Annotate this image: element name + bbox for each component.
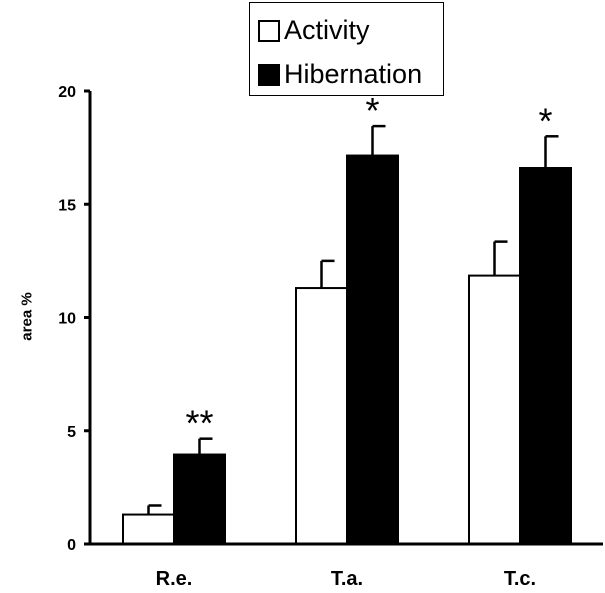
significance-marker-1: * (365, 90, 379, 131)
x-tick-label: T.a. (331, 568, 363, 590)
x-tick-label: R.e. (156, 568, 193, 590)
y-tick-label: 5 (67, 424, 76, 441)
legend-label-activity: Activity (284, 15, 370, 45)
y-axis-label: area % (18, 292, 36, 341)
y-tick-label: 20 (58, 84, 76, 101)
legend-swatch-hibernation (258, 63, 280, 86)
legend-label-hibernation: Hibernation (284, 59, 423, 89)
bar-activity-1 (295, 287, 348, 545)
y-tick-label: 0 (67, 537, 76, 554)
legend-swatch-activity (258, 19, 280, 42)
significance-marker-0: ** (185, 403, 213, 444)
bar-activity-2 (468, 274, 521, 545)
bar-activity-0 (122, 513, 175, 545)
significance-marker-2: * (538, 100, 552, 141)
legend-item-activity: Activity (258, 17, 370, 44)
legend: Activity Hibernation (249, 2, 444, 96)
legend-item-hibernation: Hibernation (258, 61, 422, 88)
bar-hibernation-1 (346, 154, 399, 546)
y-tick-label: 10 (58, 311, 76, 328)
bar-hibernation-0 (173, 453, 226, 545)
y-tick-label: 15 (58, 197, 76, 214)
x-tick-label: T.c. (504, 568, 536, 590)
bar-hibernation-2 (519, 167, 572, 545)
